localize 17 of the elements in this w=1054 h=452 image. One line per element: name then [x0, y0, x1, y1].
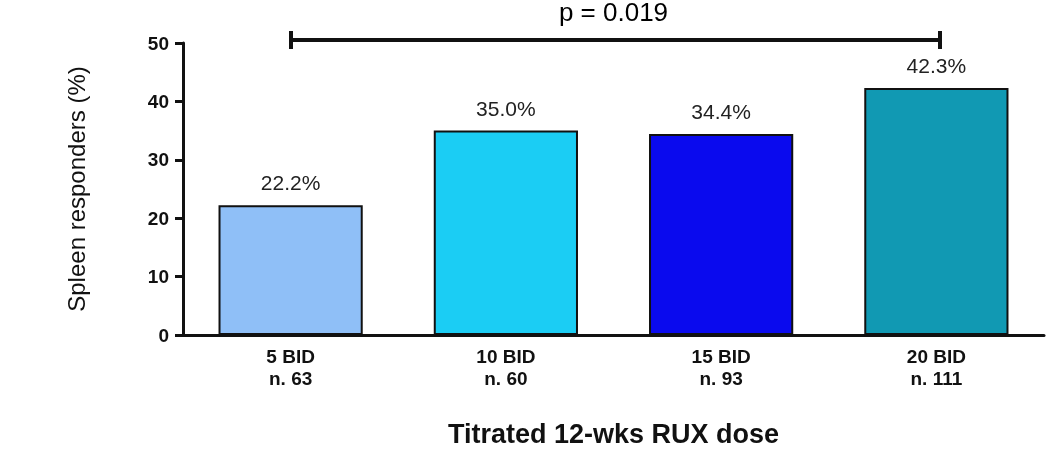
y-tick-label: 50	[147, 32, 169, 54]
data-label: 34.4%	[691, 100, 751, 124]
y-tick-label: 20	[147, 207, 169, 229]
y-tick-label: 0	[158, 324, 169, 346]
x-axis-title: Titrated 12-wks RUX dose	[447, 418, 780, 449]
data-label: 42.3%	[906, 53, 967, 77]
text: p = 0.019	[557, 0, 670, 28]
data-label: 22.2%	[260, 171, 321, 195]
y-axis-title: Spleen responders (%)	[62, 66, 90, 312]
data-label: 35.0%	[476, 96, 536, 120]
x-tick-label: 5 BID n. 63	[266, 345, 315, 389]
y-tick-label: 10	[147, 266, 169, 288]
x-tick-label: 15 BID n. 93	[691, 345, 751, 389]
x-tick-label: 20 BID n. 111	[906, 345, 966, 389]
x-tick-label: 10 BID n. 60	[476, 345, 536, 389]
y-tick-label: 30	[147, 149, 169, 171]
y-tick-label: 40	[147, 90, 169, 112]
